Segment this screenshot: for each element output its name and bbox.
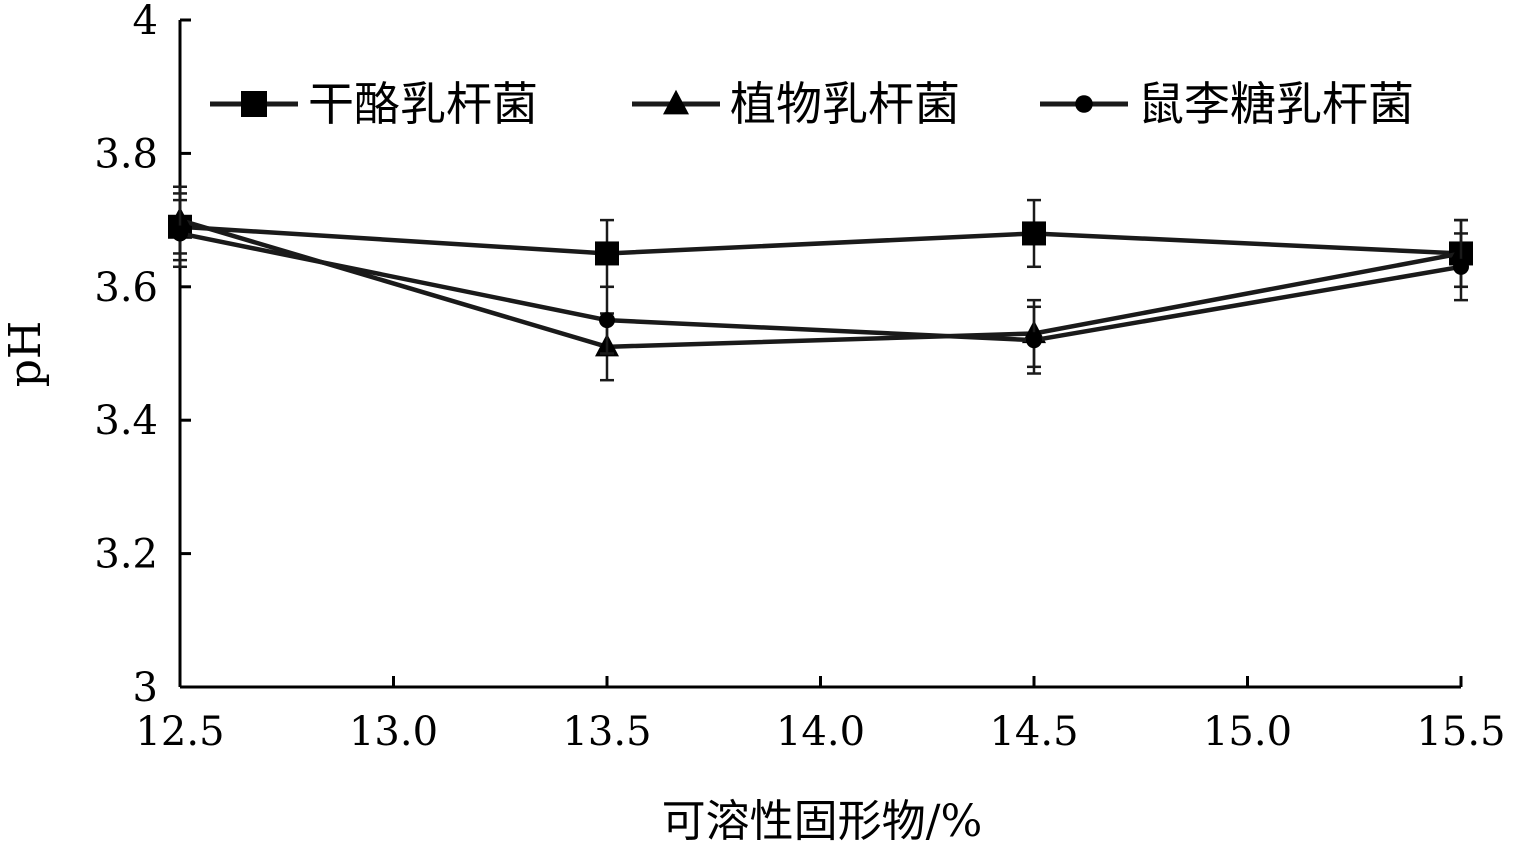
x-tick-label: 13.0 [349,709,438,755]
x-tick-label: 13.5 [562,709,651,755]
legend-item: 鼠李糖乳杆菌 [1040,77,1414,131]
legend-label: 鼠李糖乳杆菌 [1138,77,1414,131]
y-tick-label: 4 [133,0,158,44]
y-tick-label: 3.4 [94,398,158,444]
x-tick-label: 12.5 [135,709,224,755]
data-point [599,312,615,329]
data-point [1453,258,1469,275]
y-tick-label: 3.2 [94,532,158,578]
series-line [179,231,1462,343]
series-line [179,224,1462,256]
legend-marker [663,89,689,115]
x-tick-label: 14.5 [989,709,1078,755]
y-axis-title: pH [0,321,51,388]
y-tick-label: 3 [133,665,158,711]
x-tick-label: 15.5 [1416,709,1505,755]
series-layer [168,185,1473,382]
legend-label: 干酪乳杆菌 [308,77,538,131]
y-tick-label: 3.6 [94,265,158,311]
axes: 3 3.2 3.4 3.6 3.8 4 12.5 13.0 13.5 14.0 14.5 15.0 15… [94,0,1505,755]
legend-marker [241,91,267,117]
y-tick-label: 3.8 [94,131,158,177]
x-tick-label: 14.0 [776,709,865,755]
x-axis-title: 可溶性固形物/% [662,796,983,847]
legend: 干酪乳杆菌 植物乳杆菌 鼠李糖乳杆菌 [210,77,1414,131]
x-tick-label: 15.0 [1203,709,1292,755]
series-line [179,217,1462,350]
series-circle [172,198,1469,375]
data-point [595,241,619,266]
data-point [1026,332,1042,349]
legend-item: 干酪乳杆菌 [210,77,538,131]
legend-item: 植物乳杆菌 [632,77,960,131]
data-point [1022,221,1046,246]
legend-marker [1075,95,1093,113]
data-point [172,225,188,242]
legend-label: 植物乳杆菌 [730,77,960,131]
series-triangle [168,185,1473,382]
